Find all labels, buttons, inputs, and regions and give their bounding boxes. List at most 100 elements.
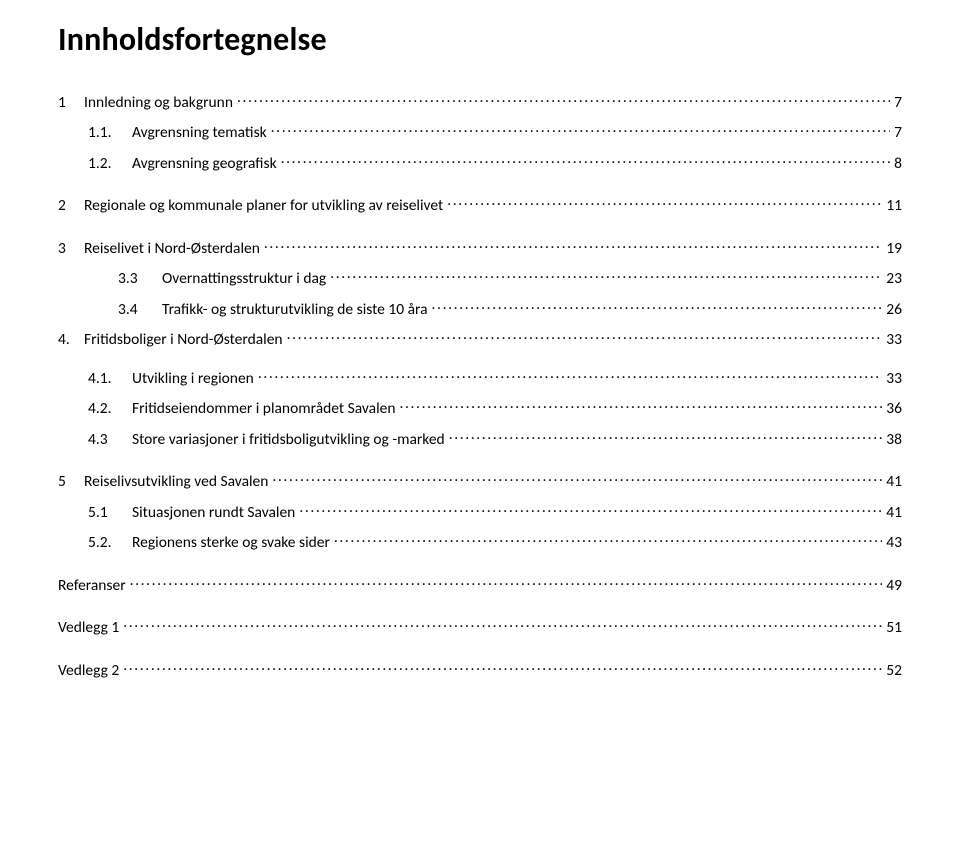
toc-entry-label: Referanser bbox=[58, 576, 128, 595]
toc-entry-number: 3.4 bbox=[118, 300, 162, 319]
toc-entry-page: 19 bbox=[884, 239, 902, 258]
toc-entry: 2Regionale og kommunale planer for utvik… bbox=[58, 195, 902, 216]
table-of-contents: 1Innledning og bakgrunn71.1.Avgrensning … bbox=[58, 91, 902, 680]
toc-entry-page: 41 bbox=[884, 503, 902, 522]
toc-entry-label: 2Regionale og kommunale planer for utvik… bbox=[58, 196, 445, 215]
toc-entry-label: Vedlegg 1 bbox=[58, 618, 121, 637]
toc-leader-dots bbox=[287, 329, 883, 345]
toc-entry-label: 5.2.Regionens sterke og svake sider bbox=[88, 533, 332, 552]
toc-entry-label: 5.1Situasjonen rundt Savalen bbox=[88, 503, 297, 522]
toc-entry-page: 51 bbox=[884, 618, 902, 637]
toc-entry: Referanser 49 bbox=[58, 574, 902, 595]
toc-entry-text: Store variasjoner i fritidsboligutviklin… bbox=[132, 430, 445, 449]
toc-entry-page: 11 bbox=[884, 196, 902, 215]
toc-entry: 4.Fritidsboliger i Nord-Østerdalen 33 bbox=[58, 329, 902, 350]
toc-entry-text: Referanser bbox=[58, 576, 126, 595]
toc-entry-page: 33 bbox=[884, 369, 902, 388]
toc-entry-label: 1.1.Avgrensning tematisk bbox=[88, 123, 269, 142]
toc-entry-text: Trafikk- og strukturutvikling de siste 1… bbox=[162, 300, 428, 319]
toc-leader-dots bbox=[447, 195, 882, 211]
toc-entry-text: Reiselivet i Nord-Østerdalen bbox=[84, 239, 260, 258]
toc-leader-dots bbox=[432, 298, 883, 314]
toc-entry-label: 3.3Overnattingsstruktur i dag bbox=[118, 269, 328, 288]
toc-leader-dots bbox=[299, 501, 882, 517]
toc-entry-text: Vedlegg 1 bbox=[58, 618, 119, 637]
toc-leader-dots bbox=[449, 428, 883, 444]
toc-entry-number: 1.1. bbox=[88, 123, 132, 142]
toc-leader-dots bbox=[258, 367, 882, 383]
toc-entry-page: 7 bbox=[892, 93, 902, 112]
toc-entry-text: Avgrensning tematisk bbox=[132, 123, 267, 142]
toc-entry: 4.3Store variasjoner i fritidsboligutvik… bbox=[58, 428, 902, 449]
toc-entry-number: 4. bbox=[58, 330, 84, 349]
toc-entry-number: 3.3 bbox=[118, 269, 162, 288]
page-title: Innholdsfortegnelse bbox=[58, 20, 902, 59]
toc-entry-page: 52 bbox=[884, 661, 902, 680]
toc-entry-text: Situasjonen rundt Savalen bbox=[132, 503, 295, 522]
toc-entry-page: 26 bbox=[884, 300, 902, 319]
toc-entry-number: 4.1. bbox=[88, 369, 132, 388]
toc-leader-dots bbox=[237, 91, 890, 107]
toc-entry-number: 4.2. bbox=[88, 399, 132, 418]
toc-entry: 4.1.Utvikling i regionen 33 bbox=[58, 367, 902, 388]
toc-entry-page: 23 bbox=[884, 269, 902, 288]
toc-leader-dots bbox=[264, 237, 882, 253]
toc-entry-label: Vedlegg 2 bbox=[58, 661, 121, 680]
toc-entry: 1.2.Avgrensning geografisk 8 bbox=[58, 152, 902, 173]
toc-entry-label: 3.4Trafikk- og strukturutvikling de sist… bbox=[118, 300, 430, 319]
toc-entry-label: 4.2.Fritidseiendommer i planområdet Sava… bbox=[88, 399, 398, 418]
toc-leader-dots bbox=[330, 268, 882, 284]
toc-entry: 1Innledning og bakgrunn 7 bbox=[58, 91, 902, 112]
toc-entry-number: 1.2. bbox=[88, 154, 132, 173]
toc-leader-dots bbox=[271, 122, 890, 138]
toc-entry-number: 5 bbox=[58, 472, 84, 491]
toc-entry-text: Avgrensning geografisk bbox=[132, 154, 277, 173]
toc-leader-dots bbox=[130, 574, 883, 590]
toc-leader-dots bbox=[334, 532, 882, 548]
toc-entry-label: 4.3Store variasjoner i fritidsboligutvik… bbox=[88, 430, 447, 449]
toc-entry-page: 41 bbox=[884, 472, 902, 491]
toc-leader-dots bbox=[272, 471, 882, 487]
toc-entry: Vedlegg 1 51 bbox=[58, 617, 902, 638]
toc-entry-number: 4.3 bbox=[88, 430, 132, 449]
toc-entry-label: 4.1.Utvikling i regionen bbox=[88, 369, 256, 388]
toc-leader-dots bbox=[123, 659, 882, 675]
toc-entry-page: 43 bbox=[884, 533, 902, 552]
toc-entry-number: 5.2. bbox=[88, 533, 132, 552]
toc-leader-dots bbox=[123, 617, 882, 633]
toc-entry-number: 2 bbox=[58, 196, 84, 215]
toc-entry-page: 8 bbox=[892, 154, 902, 173]
toc-entry-text: Regionens sterke og svake sider bbox=[132, 533, 330, 552]
toc-entry-text: Regionale og kommunale planer for utvikl… bbox=[84, 196, 443, 215]
toc-entry-text: Overnattingsstruktur i dag bbox=[162, 269, 326, 288]
toc-entry-page: 33 bbox=[884, 330, 902, 349]
toc-entry-label: 1Innledning og bakgrunn bbox=[58, 93, 235, 112]
toc-entry-label: 1.2.Avgrensning geografisk bbox=[88, 154, 279, 173]
toc-entry: 1.1.Avgrensning tematisk 7 bbox=[58, 122, 902, 143]
toc-entry-label: 5Reiselivsutvikling ved Savalen bbox=[58, 472, 270, 491]
toc-entry-page: 7 bbox=[892, 123, 902, 142]
toc-entry-page: 38 bbox=[884, 430, 902, 449]
toc-entry-text: Utvikling i regionen bbox=[132, 369, 254, 388]
toc-entry-label: 3Reiselivet i Nord-Østerdalen bbox=[58, 239, 262, 258]
toc-leader-dots bbox=[400, 398, 883, 414]
toc-entry-number: 3 bbox=[58, 239, 84, 258]
toc-entry: 3Reiselivet i Nord-Østerdalen 19 bbox=[58, 237, 902, 258]
toc-entry: 5.1Situasjonen rundt Savalen 41 bbox=[58, 501, 902, 522]
toc-entry: 5Reiselivsutvikling ved Savalen 41 bbox=[58, 471, 902, 492]
toc-entry-number: 5.1 bbox=[88, 503, 132, 522]
toc-entry-number: 1 bbox=[58, 93, 84, 112]
toc-entry-text: Vedlegg 2 bbox=[58, 661, 119, 680]
toc-entry-label: 4.Fritidsboliger i Nord-Østerdalen bbox=[58, 330, 285, 349]
toc-entry: Vedlegg 2 52 bbox=[58, 659, 902, 680]
toc-entry: 5.2.Regionens sterke og svake sider 43 bbox=[58, 532, 902, 553]
toc-entry-text: Fritidseiendommer i planområdet Savalen bbox=[132, 399, 396, 418]
toc-entry-text: Fritidsboliger i Nord-Østerdalen bbox=[84, 330, 283, 349]
toc-entry-page: 36 bbox=[884, 399, 902, 418]
toc-entry-text: Reiselivsutvikling ved Savalen bbox=[84, 472, 268, 491]
toc-entry-text: Innledning og bakgrunn bbox=[84, 93, 233, 112]
toc-entry: 3.3Overnattingsstruktur i dag 23 bbox=[58, 268, 902, 289]
toc-entry-page: 49 bbox=[884, 576, 902, 595]
toc-entry: 3.4Trafikk- og strukturutvikling de sist… bbox=[58, 298, 902, 319]
toc-entry: 4.2.Fritidseiendommer i planområdet Sava… bbox=[58, 398, 902, 419]
